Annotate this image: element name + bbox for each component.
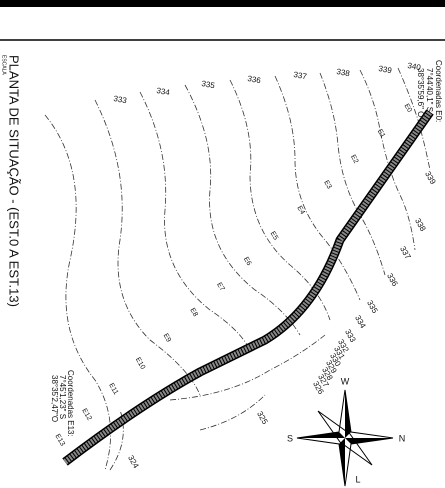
- contour-line: [319, 72, 386, 276]
- contour-label: 335: [365, 299, 380, 316]
- compass-rose: W S N L: [287, 376, 406, 487]
- coordinates-end: Coordenadas E13: 7°45'1,23" S 38°35'2,47…: [50, 370, 75, 437]
- contours: [44, 67, 431, 471]
- contour-label: 333: [113, 94, 128, 105]
- compass-label: N: [399, 433, 406, 443]
- contour-label: 324: [126, 454, 141, 471]
- contour-line: [44, 114, 111, 471]
- station-label: E12: [80, 407, 92, 421]
- contour-line: [274, 75, 361, 301]
- contour-label: 335: [201, 79, 216, 90]
- contour-label: 340: [407, 61, 422, 72]
- contour-label: 338: [336, 67, 351, 78]
- contour-line: [199, 394, 266, 431]
- compass-label: S: [287, 433, 293, 443]
- coord-lon: 38°35'59,6" O: [416, 68, 425, 117]
- station-label: E8: [188, 307, 198, 318]
- contour-line: [94, 99, 201, 396]
- contour-label: 334: [353, 314, 368, 331]
- top-band: [0, 0, 445, 7]
- scale-label: ESCALA: [1, 55, 7, 75]
- station-label: E13: [54, 433, 66, 447]
- contour-line: [397, 67, 431, 171]
- compass-label: L: [355, 474, 360, 484]
- coord-heading: Coordenadas E13:: [66, 370, 75, 437]
- compass-star: [345, 438, 393, 444]
- contour-label: 338: [413, 217, 428, 234]
- contour-label: 336: [247, 74, 262, 85]
- contour-line: [359, 69, 416, 251]
- station-label: E7: [215, 281, 225, 292]
- station-label: E9: [162, 333, 172, 344]
- road: [62, 109, 434, 466]
- compass-star: [345, 390, 351, 438]
- contour-label: 339: [423, 170, 438, 187]
- station-label: E5: [269, 230, 279, 241]
- station-label: E1: [376, 128, 386, 139]
- station-label: E3: [322, 179, 332, 190]
- compass-star: [297, 432, 345, 438]
- contour-line: [139, 91, 251, 351]
- coord-lat: 7°44'40,1" S: [425, 68, 434, 112]
- station-label: E2: [349, 154, 359, 165]
- compass-star: [339, 438, 345, 486]
- contour-label: 336: [385, 272, 400, 289]
- compass-star: [317, 410, 373, 466]
- contour-label: 337: [293, 70, 308, 81]
- coord-heading: Coordenadas E0:: [434, 60, 443, 122]
- coord-lon: 38°35'2,47"O: [50, 375, 59, 422]
- compass-label: W: [341, 376, 350, 386]
- contour-label: 337: [398, 245, 413, 262]
- station-label: E0: [403, 103, 413, 114]
- station-label: E11: [107, 382, 119, 396]
- station-label: E4: [295, 205, 305, 216]
- contour-label: 325: [255, 410, 270, 427]
- contour-label: 339: [378, 64, 393, 75]
- station-label: E6: [242, 256, 252, 267]
- station-label: E10: [134, 356, 146, 370]
- coordinates-start: Coordenadas E0: 7°44'40,1" S 38°35'59,6"…: [416, 60, 443, 122]
- coord-lat: 7°45'1,23" S: [58, 375, 67, 419]
- plan-title: PLANTA DE SITUAÇÃO - (EST.0 A EST.13): [7, 55, 22, 307]
- contour-label: 334: [156, 86, 171, 97]
- contour-line: [184, 84, 301, 336]
- road-surface: [63, 110, 433, 465]
- road-edge: [62, 109, 434, 466]
